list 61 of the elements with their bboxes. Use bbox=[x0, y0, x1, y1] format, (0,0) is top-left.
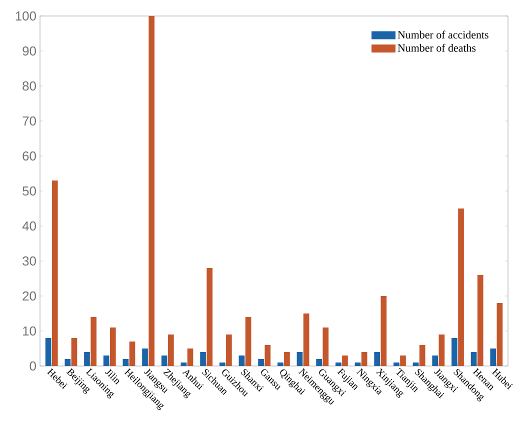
bar bbox=[180, 362, 187, 366]
bar bbox=[219, 362, 226, 366]
bar bbox=[64, 359, 71, 366]
y-tick-label: 0 bbox=[30, 361, 36, 371]
y-tick-label: 100 bbox=[16, 11, 36, 21]
bar bbox=[296, 352, 303, 366]
legend-label: Number of deaths bbox=[398, 44, 476, 52]
bar bbox=[277, 362, 284, 366]
bar bbox=[148, 16, 155, 366]
y-tick-label: 80 bbox=[22, 81, 36, 91]
bar bbox=[238, 356, 245, 366]
bar bbox=[284, 352, 290, 366]
bar bbox=[490, 348, 496, 366]
bar bbox=[258, 359, 264, 366]
bar bbox=[206, 268, 213, 366]
bar bbox=[452, 338, 458, 366]
bar bbox=[168, 334, 174, 366]
bar bbox=[84, 352, 90, 366]
bar bbox=[52, 180, 58, 366]
bar bbox=[200, 352, 206, 366]
bar bbox=[71, 338, 78, 366]
bar bbox=[394, 362, 400, 366]
bar bbox=[245, 317, 252, 366]
bar bbox=[477, 275, 484, 366]
y-tick-label: 70 bbox=[22, 116, 36, 126]
bar bbox=[335, 362, 342, 366]
bar bbox=[496, 303, 503, 366]
y-tick-label: 60 bbox=[22, 151, 36, 161]
bar bbox=[458, 208, 464, 366]
bar bbox=[129, 342, 136, 366]
y-tick-label: 30 bbox=[22, 256, 36, 266]
bar bbox=[380, 296, 387, 366]
bar bbox=[342, 356, 348, 366]
bar bbox=[303, 314, 310, 366]
y-tick-label: 10 bbox=[23, 326, 36, 336]
bar bbox=[161, 356, 168, 366]
bar bbox=[110, 328, 116, 366]
y-tick-label: 50 bbox=[22, 186, 36, 196]
bar bbox=[103, 356, 110, 366]
bar bbox=[322, 328, 329, 366]
bar bbox=[142, 348, 148, 366]
bar bbox=[90, 317, 96, 366]
y-tick-label: 90 bbox=[22, 46, 36, 56]
y-tick-label: 20 bbox=[22, 291, 36, 301]
bar bbox=[470, 352, 477, 366]
bar bbox=[374, 352, 380, 366]
bar bbox=[45, 338, 52, 366]
bar bbox=[316, 359, 322, 366]
bar bbox=[226, 334, 232, 366]
bar bbox=[187, 348, 194, 366]
bar bbox=[432, 356, 438, 366]
bar bbox=[122, 359, 129, 366]
bar bbox=[438, 334, 445, 366]
legend-label: Number of accidents bbox=[398, 30, 488, 39]
bar bbox=[412, 362, 419, 366]
bar bbox=[361, 352, 368, 366]
bar bbox=[264, 345, 271, 366]
bar bbox=[419, 345, 426, 366]
bar bbox=[354, 362, 361, 366]
y-tick-label: 40 bbox=[22, 221, 36, 231]
bar bbox=[400, 356, 406, 366]
